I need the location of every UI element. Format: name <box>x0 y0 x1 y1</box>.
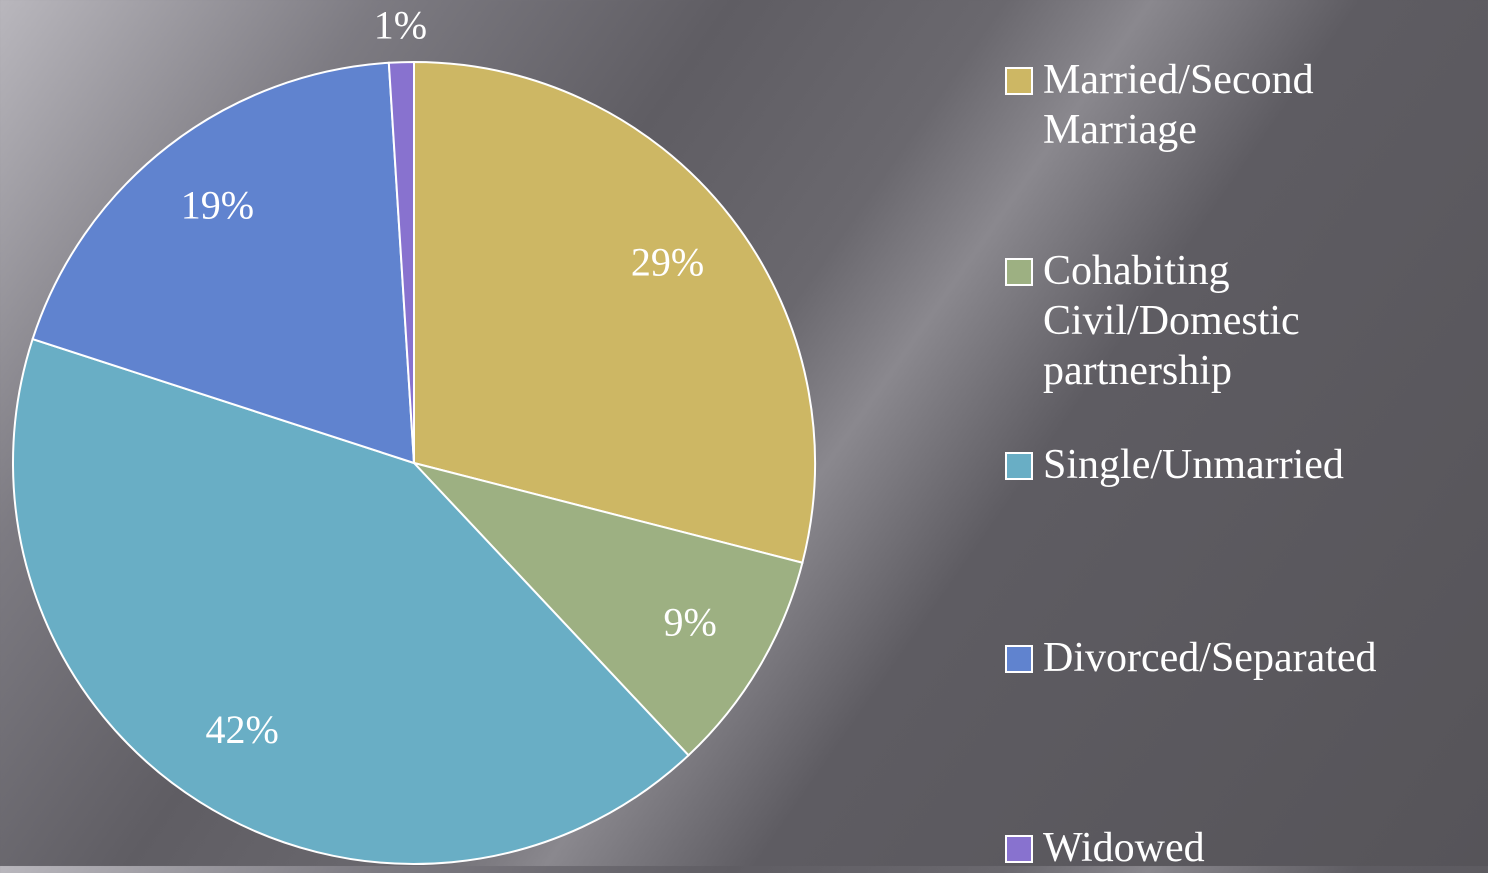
legend: Married/Second Marriage Cohabiting Civil/… <box>1005 0 1485 871</box>
pie-slice <box>12 337 690 865</box>
chart: 29% 9% 42% 19% 1% <box>12 2 816 865</box>
legend-swatch <box>1005 258 1033 286</box>
legend-entry: Divorced/Separated <box>1005 633 1475 683</box>
pie-slice <box>387 60 415 464</box>
data-label: 42% <box>205 707 278 752</box>
pie-slice <box>410 461 804 757</box>
legend-swatch <box>1005 67 1033 95</box>
legend-label: Single/Unmarried <box>1043 442 1344 488</box>
legend-swatch <box>1005 452 1033 480</box>
legend-entry: Single/Unmarried <box>1005 440 1475 490</box>
data-label: 1% <box>374 2 427 47</box>
legend-entry: Widowed <box>1005 823 1475 873</box>
pie-slice <box>31 61 416 465</box>
legend-entry: Cohabiting Civil/Domestic partnership <box>1005 246 1475 396</box>
legend-label: Married/Second Marriage <box>1043 57 1314 153</box>
legend-swatch <box>1005 835 1033 863</box>
legend-swatch <box>1005 645 1033 673</box>
data-label: 9% <box>663 599 716 644</box>
legend-label: Widowed <box>1043 825 1205 871</box>
legend-label: Divorced/Separated <box>1043 635 1377 681</box>
data-label: 29% <box>631 240 704 285</box>
legend-label: Cohabiting Civil/Domestic partnership <box>1043 248 1300 394</box>
pie-slice <box>413 60 816 564</box>
data-label: 19% <box>181 183 254 228</box>
legend-entry: Married/Second Marriage <box>1005 55 1475 155</box>
